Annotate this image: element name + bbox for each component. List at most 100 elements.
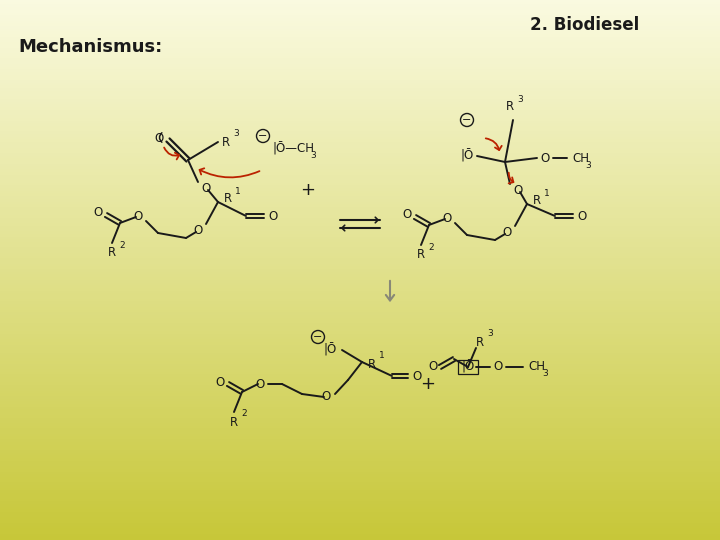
Bar — [0, 45, 720, 49]
Bar — [0, 88, 720, 92]
Bar — [0, 463, 720, 467]
Bar — [0, 66, 720, 70]
Bar — [0, 69, 720, 73]
Bar — [0, 528, 720, 532]
Bar — [0, 193, 720, 197]
Bar — [0, 255, 720, 259]
Bar — [0, 461, 720, 464]
Bar — [0, 404, 720, 408]
Bar — [0, 336, 720, 340]
Text: O: O — [133, 211, 143, 224]
Text: O: O — [493, 361, 503, 374]
Text: −: − — [462, 115, 472, 125]
Text: |Ō—CH: |Ō—CH — [272, 142, 314, 156]
Bar — [0, 353, 720, 356]
Bar — [0, 307, 720, 310]
Bar — [0, 517, 720, 521]
Bar — [0, 525, 720, 529]
Bar — [0, 126, 720, 130]
Text: O: O — [541, 152, 549, 165]
Bar — [0, 363, 720, 367]
Text: R: R — [224, 192, 232, 206]
Bar — [0, 172, 720, 176]
Bar — [0, 453, 720, 456]
Bar — [0, 242, 720, 246]
Bar — [0, 280, 720, 284]
Bar — [0, 536, 720, 540]
Bar — [0, 191, 720, 194]
Bar — [0, 21, 720, 24]
Bar — [0, 455, 720, 459]
Bar — [0, 177, 720, 181]
Text: R: R — [533, 194, 541, 207]
Text: O: O — [513, 184, 523, 197]
Text: 1: 1 — [235, 186, 241, 195]
Bar — [0, 50, 720, 54]
Bar — [0, 534, 720, 537]
Text: 3: 3 — [517, 94, 523, 104]
Bar — [0, 442, 720, 446]
Bar — [0, 334, 720, 338]
Bar — [0, 180, 720, 184]
Text: R: R — [476, 335, 484, 348]
Bar — [0, 423, 720, 427]
Bar — [0, 83, 720, 86]
Text: +: + — [420, 375, 436, 393]
Bar — [0, 153, 720, 157]
Bar — [0, 31, 720, 35]
Bar — [0, 477, 720, 481]
Bar — [0, 318, 720, 321]
Bar — [0, 471, 720, 475]
Bar — [0, 288, 720, 292]
Bar — [0, 134, 720, 138]
Text: O: O — [503, 226, 512, 239]
Bar — [0, 231, 720, 235]
Bar — [0, 142, 720, 146]
Bar — [0, 326, 720, 329]
Text: R: R — [368, 357, 376, 370]
Bar — [0, 272, 720, 275]
Bar — [0, 498, 720, 502]
Bar — [0, 212, 720, 216]
Text: O: O — [154, 132, 163, 145]
Bar — [0, 431, 720, 435]
Bar — [0, 2, 720, 5]
Bar — [0, 444, 720, 448]
Bar — [0, 61, 720, 65]
Text: −: − — [258, 131, 268, 141]
Bar — [0, 488, 720, 491]
Bar — [0, 282, 720, 286]
Bar — [0, 18, 720, 22]
Text: O: O — [256, 377, 265, 390]
Bar — [0, 420, 720, 424]
Text: +: + — [300, 181, 315, 199]
Bar — [0, 428, 720, 432]
Bar — [0, 93, 720, 97]
Bar — [0, 188, 720, 192]
Bar — [0, 342, 720, 346]
Bar — [0, 250, 720, 254]
Text: R: R — [108, 246, 116, 260]
Bar — [458, 360, 478, 374]
Bar — [0, 53, 720, 57]
Bar — [0, 196, 720, 200]
Bar — [0, 207, 720, 211]
Text: 2: 2 — [241, 409, 247, 418]
Bar — [0, 350, 720, 354]
Bar — [0, 77, 720, 81]
Bar — [0, 277, 720, 281]
Bar — [0, 158, 720, 162]
Bar — [0, 450, 720, 454]
Bar — [0, 37, 720, 40]
Bar — [0, 161, 720, 165]
Bar — [0, 366, 720, 370]
Text: O: O — [577, 210, 587, 222]
Bar — [0, 523, 720, 526]
Bar — [0, 393, 720, 397]
Bar — [0, 509, 720, 513]
Bar — [0, 315, 720, 319]
Bar — [0, 204, 720, 208]
Bar — [0, 102, 720, 105]
Bar — [0, 390, 720, 394]
Bar — [0, 220, 720, 224]
